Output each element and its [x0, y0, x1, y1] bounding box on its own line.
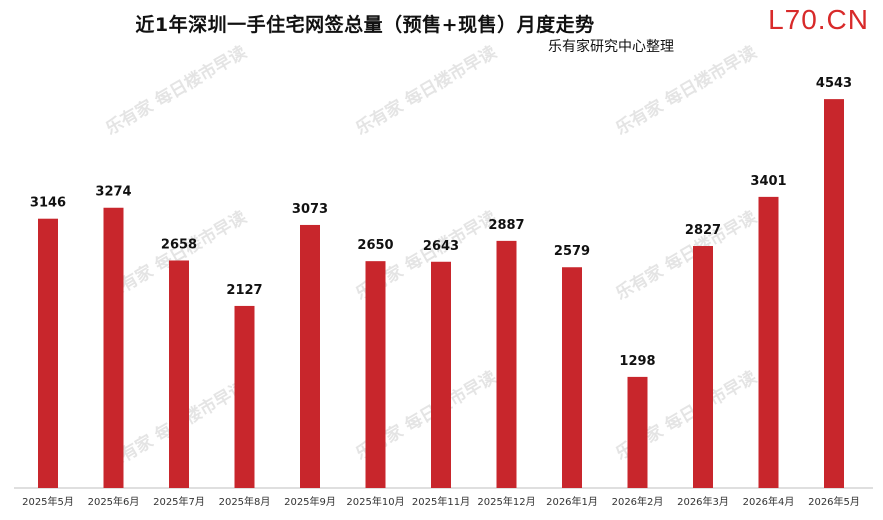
value-label-11: 3401	[750, 174, 786, 189]
bar-8	[562, 267, 582, 488]
bar-9	[627, 376, 648, 488]
value-label-0: 3146	[30, 196, 66, 211]
bar-7	[496, 240, 517, 488]
chart-title: 近1年深圳一手住宅网签总量（预售+现售）月度走势	[135, 14, 595, 36]
bar-4	[300, 224, 320, 488]
category-label-3: 2025年8月	[219, 495, 271, 508]
bar-12	[824, 99, 844, 488]
category-label-8: 2026年1月	[546, 495, 598, 508]
bar-6	[431, 261, 451, 488]
category-label-2: 2025年7月	[153, 495, 205, 508]
category-label-0: 2025年5月	[22, 495, 74, 508]
value-label-7: 2887	[488, 218, 524, 233]
bar-1	[103, 207, 124, 488]
bar-2	[169, 260, 189, 488]
value-label-4: 3073	[292, 202, 328, 217]
category-label-12: 2026年5月	[808, 495, 860, 508]
watermark-1: 乐有家 每日楼市早读	[352, 42, 500, 140]
category-label-1: 2025年6月	[88, 495, 140, 508]
value-label-2: 2658	[161, 237, 197, 252]
watermark-5: 乐有家 每日楼市早读	[612, 207, 760, 305]
category-label-11: 2026年4月	[743, 495, 795, 508]
watermark-0: 乐有家 每日楼市早读	[102, 42, 250, 140]
category-label-4: 2025年9月	[284, 495, 336, 508]
category-label-5: 2025年10月	[346, 495, 404, 508]
category-label-9: 2026年2月	[612, 495, 664, 508]
value-label-9: 1298	[619, 354, 655, 369]
category-label-10: 2026年3月	[677, 495, 729, 508]
value-label-6: 2643	[423, 239, 459, 254]
value-label-1: 3274	[95, 185, 131, 200]
watermark-2: 乐有家 每日楼市早读	[612, 42, 760, 140]
category-label-7: 2025年12月	[477, 495, 535, 508]
bars-layer: 3146 2025年5月 3274 2025年6月 2658 2025年7月 2127 202…	[22, 76, 860, 508]
value-label-3: 2127	[226, 283, 262, 298]
bar-0	[38, 218, 58, 488]
bar-10	[693, 246, 713, 488]
bar-3	[234, 305, 255, 488]
value-label-10: 2827	[685, 223, 721, 238]
value-label-8: 2579	[554, 244, 590, 259]
bar-11	[758, 196, 779, 489]
category-label-6: 2025年11月	[412, 495, 470, 508]
value-label-5: 2650	[357, 238, 393, 253]
brand-logo: L70.CN	[768, 4, 869, 35]
chart-subtitle: 乐有家研究中心整理	[548, 39, 674, 55]
value-label-12: 4543	[816, 76, 852, 91]
bar-5	[365, 261, 386, 488]
